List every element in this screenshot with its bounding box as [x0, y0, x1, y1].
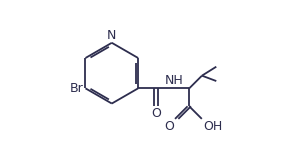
Text: O: O: [165, 120, 175, 133]
Text: O: O: [151, 107, 161, 120]
Text: Br: Br: [70, 82, 83, 95]
Text: N: N: [107, 29, 116, 42]
Text: NH: NH: [165, 74, 183, 87]
Text: OH: OH: [203, 120, 222, 133]
